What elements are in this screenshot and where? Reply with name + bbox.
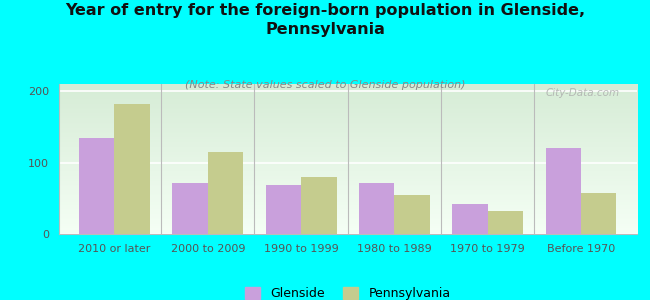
- Bar: [545, 148, 581, 234]
- Text: City-Data.com: City-Data.com: [545, 88, 619, 98]
- Bar: [208, 152, 243, 234]
- Bar: [114, 104, 150, 234]
- Bar: [452, 204, 488, 234]
- Bar: [488, 211, 523, 234]
- Bar: [266, 185, 301, 234]
- Bar: [301, 177, 337, 234]
- Bar: [79, 138, 114, 234]
- Text: (Note: State values scaled to Glenside population): (Note: State values scaled to Glenside p…: [185, 80, 465, 89]
- Text: Year of entry for the foreign-born population in Glenside,
Pennsylvania: Year of entry for the foreign-born popul…: [65, 3, 585, 37]
- Bar: [359, 183, 395, 234]
- Bar: [395, 195, 430, 234]
- Bar: [172, 183, 208, 234]
- Legend: Glenside, Pennsylvania: Glenside, Pennsylvania: [240, 282, 456, 300]
- Bar: [581, 193, 616, 234]
